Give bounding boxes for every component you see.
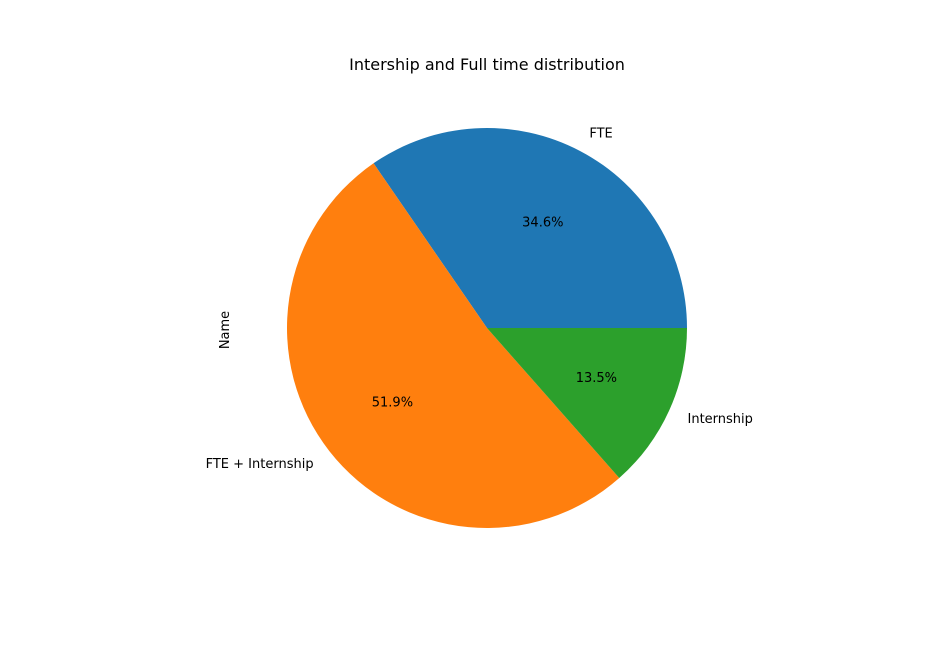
pie-labels: 34.6% FTE 51.9% FTE + Internship 13.5% Intern…	[206, 127, 753, 472]
pie-slice-fte-internship	[286, 163, 620, 529]
y-axis-label: Name	[218, 311, 233, 349]
pie-slices	[286, 128, 687, 529]
pie-percent-label: 13.5%	[576, 371, 617, 386]
pie-percent-label: 34.6%	[522, 215, 563, 230]
pie-percent-label: 51.9%	[372, 395, 413, 410]
chart-title: Intership and Full time distribution	[349, 55, 625, 74]
pie-slice-fte	[373, 128, 687, 328]
pie-category-label: FTE	[589, 127, 612, 142]
pie-category-label: FTE + Internship	[206, 457, 314, 472]
pie-category-label: Internship	[688, 412, 753, 427]
pie-slice-internship	[487, 328, 687, 479]
